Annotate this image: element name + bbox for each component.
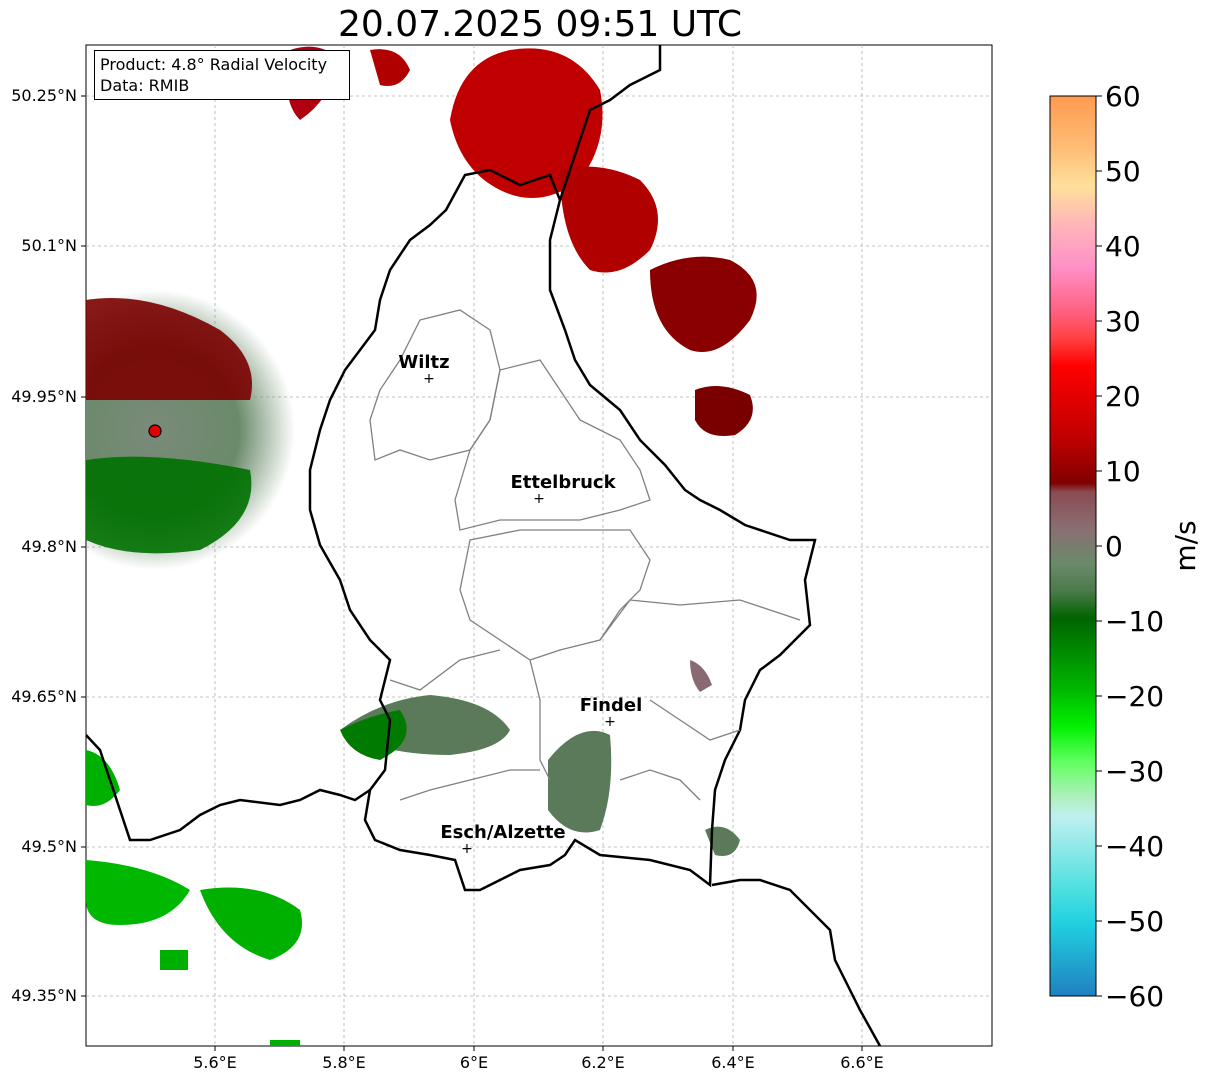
colorbar-tick-label: 50 [1105, 155, 1141, 188]
lon-tick-label: 5.8°E [322, 1053, 366, 1072]
colorbar-tick-label: −20 [1105, 680, 1164, 713]
city-label: Wiltz [398, 352, 449, 373]
lon-tick-label: 6°E [460, 1053, 488, 1072]
city-marker-plus-icon: + [423, 371, 435, 387]
colorbar-tick-label: −10 [1105, 605, 1164, 638]
border-west-south [86, 734, 371, 842]
colorbar: 60 50 40 30 20 10 0 −10 −20 −30 −40 −50 −60 m/s [1049, 80, 1202, 1013]
lat-tick-label: 50.1°N [21, 236, 77, 255]
city-wiltz: Wiltz + [398, 352, 449, 387]
radar-site-marker [148, 424, 162, 438]
colorbar-tick-label: 40 [1105, 230, 1141, 263]
city-label: Esch/Alzette [440, 822, 565, 843]
colorbar-tick-label: −50 [1105, 905, 1164, 938]
city-findel: Findel + [580, 695, 643, 730]
lat-tick-label: 49.95°N [11, 387, 77, 406]
border-south-east [711, 878, 882, 1046]
city-marker-plus-icon: + [461, 841, 473, 857]
colorbar-tick-label: −30 [1105, 755, 1164, 788]
colorbar-label: m/s [1169, 520, 1202, 571]
lat-tick-label: 49.35°N [11, 986, 77, 1005]
city-marker-plus-icon: + [604, 714, 616, 730]
colorbar-tick-label: 20 [1105, 380, 1141, 413]
lat-tick-label: 49.5°N [21, 837, 77, 856]
colorbar-tick-label: 0 [1105, 530, 1123, 563]
country-border [308, 168, 817, 892]
lon-axis: 5.6°E 5.8°E 6°E 6.2°E 6.4°E 6.6°E [193, 1046, 884, 1072]
canton-borders [369, 309, 801, 801]
lon-tick-label: 5.6°E [193, 1053, 237, 1072]
colorbar-scale [1049, 95, 1097, 997]
city-label: Findel [580, 695, 643, 716]
lon-tick-label: 6.4°E [711, 1053, 755, 1072]
lon-tick-label: 6.2°E [581, 1053, 625, 1072]
lon-tick-label: 6.6°E [840, 1053, 884, 1072]
map-title: 20.07.2025 09:51 UTC [337, 4, 743, 45]
city-esch-alzette: Esch/Alzette + [440, 822, 565, 857]
data-source-label: Data: RMIB [100, 76, 190, 95]
colorbar-tick-label: 10 [1105, 455, 1141, 488]
city-marker-plus-icon: + [533, 491, 545, 507]
lat-tick-label: 49.8°N [21, 537, 77, 556]
gridlines [86, 45, 992, 1046]
lat-axis: 50.25°N 50.1°N 49.95°N 49.8°N 49.65°N 49… [11, 86, 86, 1005]
product-label: Product: 4.8° Radial Velocity [100, 55, 328, 74]
colorbar-tick-label: 30 [1105, 305, 1141, 338]
info-box: Product: 4.8° Radial Velocity Data: RMIB [94, 50, 350, 100]
colorbar-tick-label: −40 [1105, 830, 1164, 863]
lat-tick-label: 49.65°N [11, 687, 77, 706]
colorbar-tick-label: −60 [1105, 980, 1164, 1013]
colorbar-tick-label: 60 [1105, 80, 1141, 113]
border-north-east [558, 45, 662, 201]
city-label: Ettelbruck [510, 472, 616, 493]
plot-area [85, 44, 993, 1047]
lat-tick-label: 50.25°N [11, 86, 77, 105]
city-layer: Wiltz + Ettelbruck + Findel + Esch/Alzet… [398, 352, 642, 857]
city-ettelbruck: Ettelbruck + [510, 472, 616, 507]
